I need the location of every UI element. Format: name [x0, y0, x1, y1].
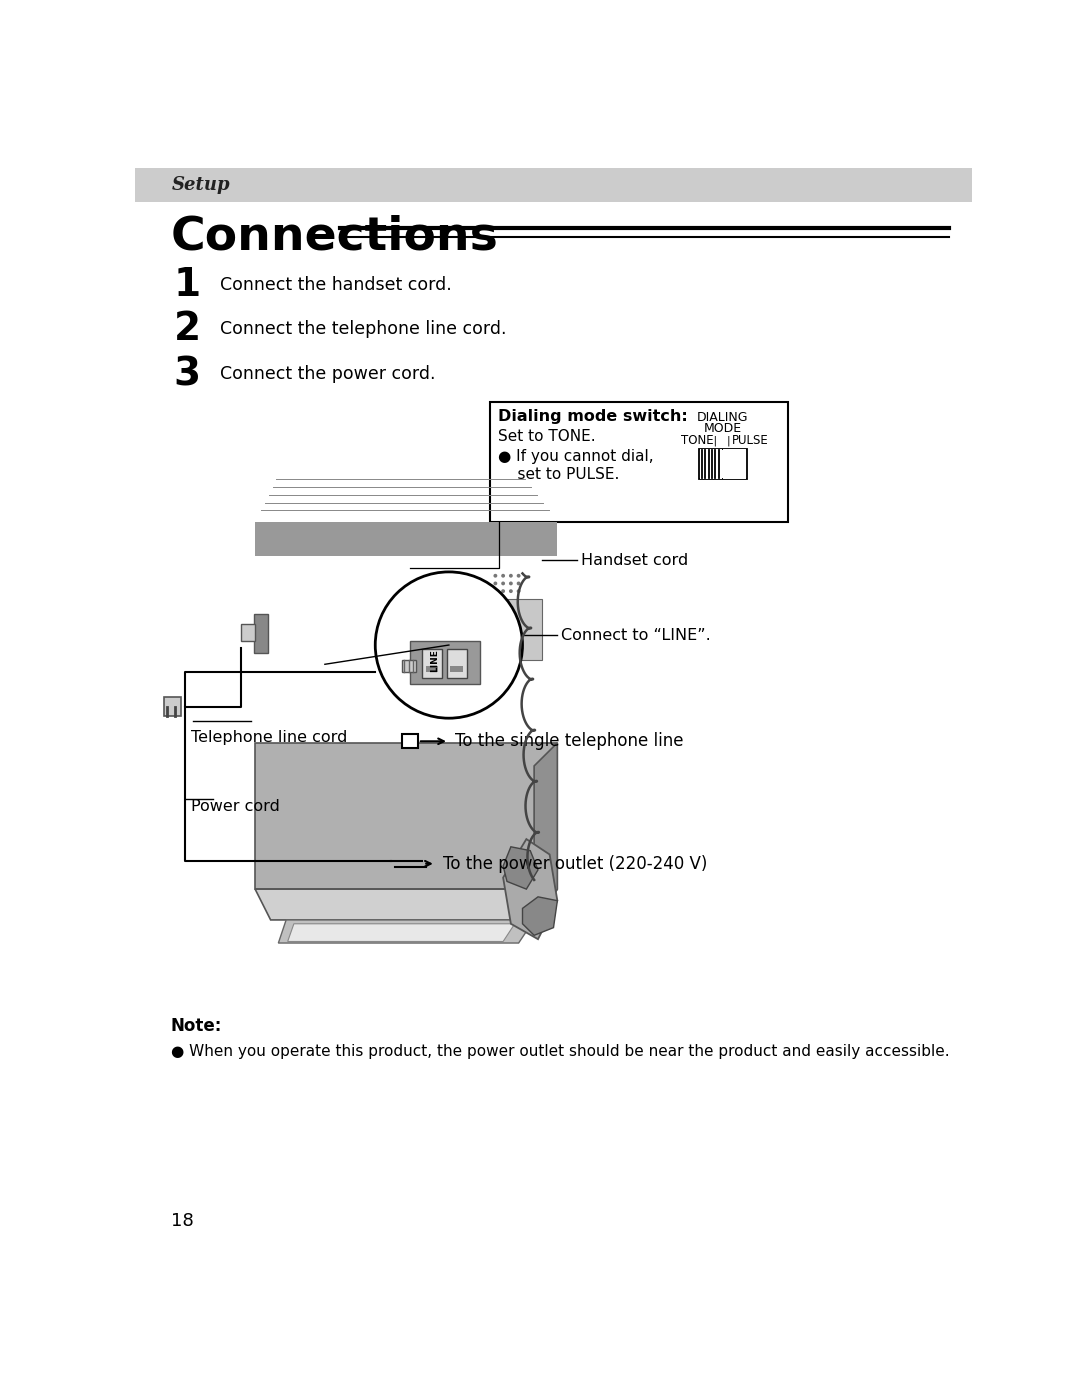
- Text: To the power outlet (220-240 V): To the power outlet (220-240 V): [444, 855, 707, 873]
- Circle shape: [516, 590, 521, 594]
- Polygon shape: [279, 921, 535, 943]
- Text: set to PULSE.: set to PULSE.: [498, 468, 619, 482]
- Bar: [446, 648, 467, 678]
- Bar: [403, 735, 418, 749]
- Polygon shape: [535, 743, 557, 921]
- Text: Setup: Setup: [172, 176, 231, 194]
- Text: Connect the telephone line cord.: Connect the telephone line cord.: [220, 320, 507, 338]
- Text: Telephone line cord: Telephone line cord: [191, 731, 347, 745]
- Bar: [724, 450, 746, 479]
- Circle shape: [494, 581, 497, 585]
- Text: Connections: Connections: [171, 215, 499, 260]
- Circle shape: [375, 571, 523, 718]
- Text: Set to TONE.: Set to TONE.: [498, 429, 595, 444]
- Text: ● If you cannot dial,: ● If you cannot dial,: [498, 448, 653, 464]
- Text: TONE: TONE: [681, 434, 714, 447]
- Text: 3: 3: [174, 355, 201, 393]
- Circle shape: [516, 574, 521, 578]
- Bar: [490, 402, 788, 522]
- Polygon shape: [255, 888, 557, 921]
- Circle shape: [501, 581, 505, 585]
- Bar: [700, 450, 723, 479]
- Bar: [410, 641, 480, 683]
- Bar: [403, 659, 416, 672]
- Text: To the single telephone line: To the single telephone line: [455, 732, 684, 750]
- Text: | |: | |: [713, 436, 732, 446]
- Circle shape: [494, 590, 497, 594]
- Polygon shape: [255, 743, 557, 888]
- Circle shape: [494, 574, 497, 578]
- Text: Connect the handset cord.: Connect the handset cord.: [220, 277, 453, 295]
- Bar: [422, 648, 442, 678]
- Text: Connect to “LINE”.: Connect to “LINE”.: [562, 627, 711, 643]
- Circle shape: [509, 590, 513, 594]
- Text: Note:: Note:: [171, 1017, 222, 1035]
- Circle shape: [501, 590, 505, 594]
- Circle shape: [509, 574, 513, 578]
- Text: PULSE: PULSE: [732, 434, 769, 447]
- Polygon shape: [523, 897, 557, 936]
- Text: 18: 18: [171, 1213, 193, 1229]
- Bar: [450, 666, 463, 672]
- Text: MODE: MODE: [703, 422, 742, 436]
- Circle shape: [516, 581, 521, 585]
- Text: Connect the power cord.: Connect the power cord.: [220, 365, 435, 383]
- Text: ● When you operate this product, the power outlet should be near the product and: ● When you operate this product, the pow…: [171, 1044, 949, 1059]
- Text: 1: 1: [174, 267, 201, 305]
- Polygon shape: [503, 847, 538, 888]
- Text: DIALING: DIALING: [697, 411, 748, 425]
- Bar: [426, 666, 438, 672]
- Polygon shape: [503, 840, 557, 939]
- Text: 2: 2: [174, 310, 201, 348]
- Bar: [433, 599, 542, 661]
- Text: Power cord: Power cord: [191, 799, 280, 814]
- Text: Handset cord: Handset cord: [581, 553, 688, 567]
- Bar: [699, 448, 747, 479]
- Bar: [241, 624, 255, 641]
- Circle shape: [509, 581, 513, 585]
- Bar: [255, 522, 557, 556]
- Bar: [254, 615, 268, 652]
- Text: LINE: LINE: [431, 650, 440, 672]
- Circle shape: [501, 574, 505, 578]
- Bar: [135, 168, 972, 203]
- Text: Dialing mode switch:: Dialing mode switch:: [498, 409, 688, 423]
- Polygon shape: [287, 923, 515, 942]
- Bar: [164, 697, 180, 715]
